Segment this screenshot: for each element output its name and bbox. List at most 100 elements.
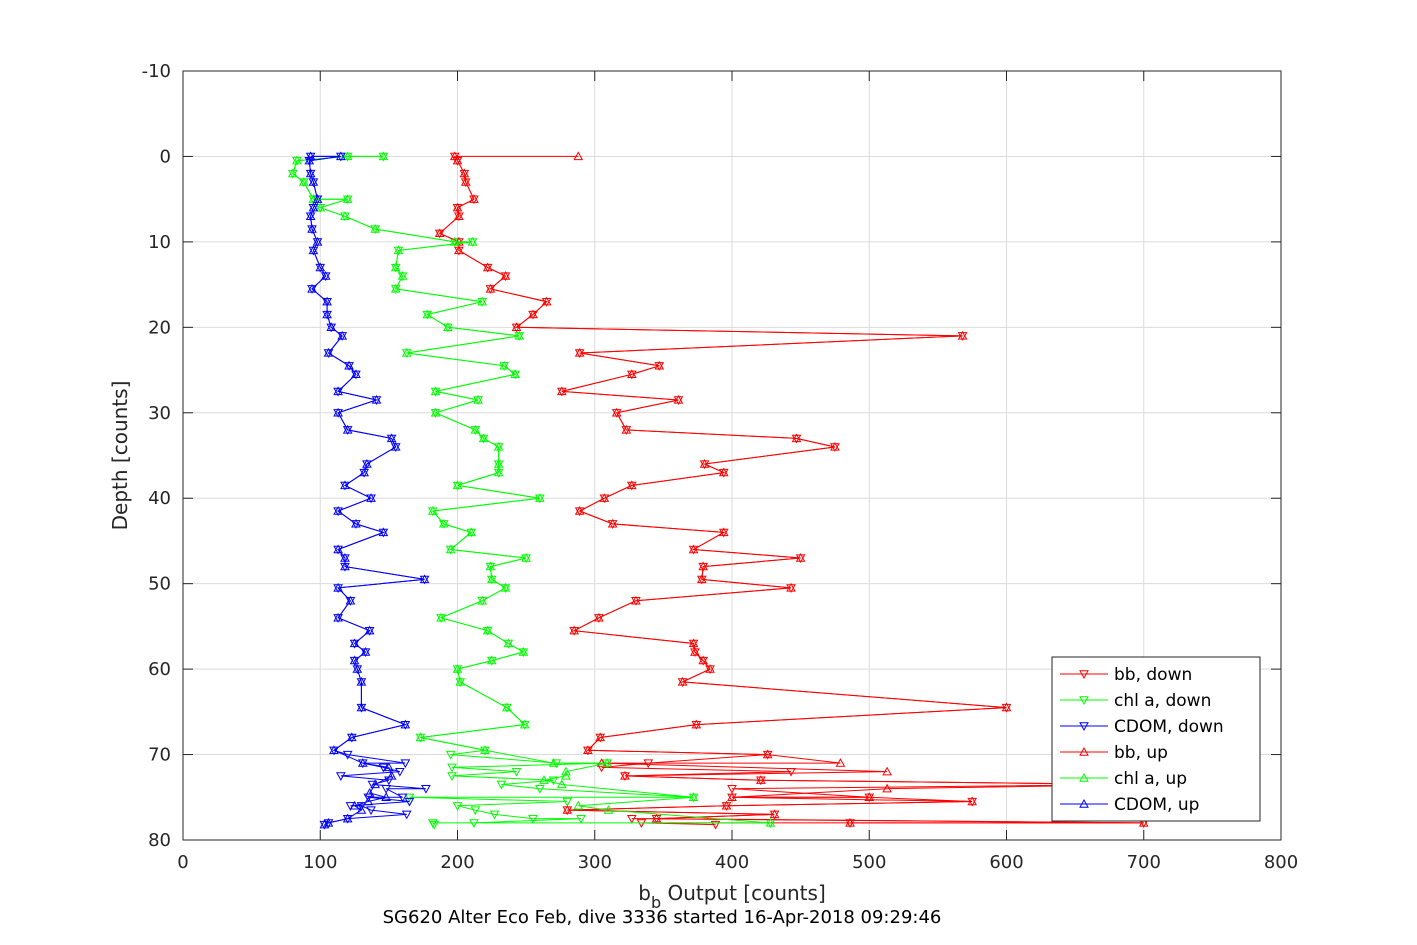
x-tick-label: 300 [578,852,612,873]
data-point [786,582,796,592]
data-point [404,797,415,807]
data-point [727,792,737,801]
data-point [1001,702,1012,712]
data-point [362,459,372,468]
data-point [626,814,637,824]
data-point [791,433,802,443]
data-point [351,518,361,528]
data-point [705,664,715,673]
data-point [329,745,339,754]
legend-marker [1079,722,1089,732]
data-point [521,553,531,562]
data-point [378,151,389,161]
data-point [607,518,618,528]
data-point [333,407,343,417]
legend: bb, down chl a, down CDOM, down bb, up chl a… [1051,656,1261,822]
data-point [308,177,319,186]
data-point [556,386,567,396]
x-tick-label: 100 [303,852,337,873]
data-point [699,459,710,468]
data-point [345,595,356,605]
data-point [381,785,391,794]
data-point [721,800,732,810]
data-point [390,283,401,293]
data-point [460,177,471,186]
data-point [356,702,367,712]
legend-marker [1079,746,1089,756]
data-point [298,177,309,186]
data-point [381,792,391,801]
data-point [477,296,488,306]
data-point [322,309,332,319]
data-point [698,655,709,665]
data-point [438,518,449,528]
data-point [967,796,978,806]
data-point [364,787,375,797]
legend-entry: CDOM, up [1114,795,1199,815]
data-point [447,772,457,781]
data-point [599,493,610,502]
data-point [370,779,380,789]
data-point [864,792,875,801]
y-tick-label: 30 [148,403,171,424]
data-point [390,441,401,451]
data-point [315,202,326,212]
data-point [762,749,773,759]
data-point [478,433,489,443]
data-point [340,553,350,562]
data-point [307,224,317,233]
data-point [459,168,470,178]
legend-marker [1079,798,1089,808]
data-point [561,766,571,776]
data-point [467,236,478,246]
data-point [473,394,483,404]
data-point [342,424,353,434]
data-point [366,806,376,816]
data-point [727,785,737,794]
data-point [370,224,380,233]
data-point [835,758,846,767]
data-point [882,766,892,776]
data-point [449,236,460,246]
data-point [386,770,397,780]
data-point [957,330,968,340]
data-point [305,211,316,220]
data-point [430,386,441,396]
data-point [445,750,456,760]
data-point [326,322,337,332]
y-tick-label: 60 [148,659,171,680]
data-point [415,732,426,742]
data-point [511,767,522,777]
data-point [357,758,368,767]
data-point [482,262,493,272]
y-tick-label: 0 [160,146,171,167]
data-point [882,783,892,793]
data-point [349,655,360,665]
data-point [845,817,855,827]
data-point [371,394,382,404]
data-point [427,506,438,515]
data-point [386,433,397,443]
data-point [688,792,699,801]
data-point [626,480,637,490]
y-tick-label: -10 [142,61,171,82]
data-point [470,806,481,816]
y-tick-label: 10 [148,232,171,253]
data-point [611,407,622,417]
x-tick-label: 0 [177,852,188,873]
data-point [795,553,806,562]
x-axis-label-subscript: b [651,893,661,912]
data-point [349,800,360,810]
data-point [574,347,585,357]
x-axis-label-rest: Output [counts] [661,881,826,905]
data-point [718,467,729,477]
data-point [340,480,350,490]
data-point [673,394,684,404]
data-point [493,441,504,451]
data-point [390,262,401,272]
data-point [443,322,453,332]
x-tick-label: 200 [440,852,474,873]
data-point [344,360,354,370]
series-line [308,155,425,826]
x-axis-label: bb Output [counts] [638,881,826,912]
